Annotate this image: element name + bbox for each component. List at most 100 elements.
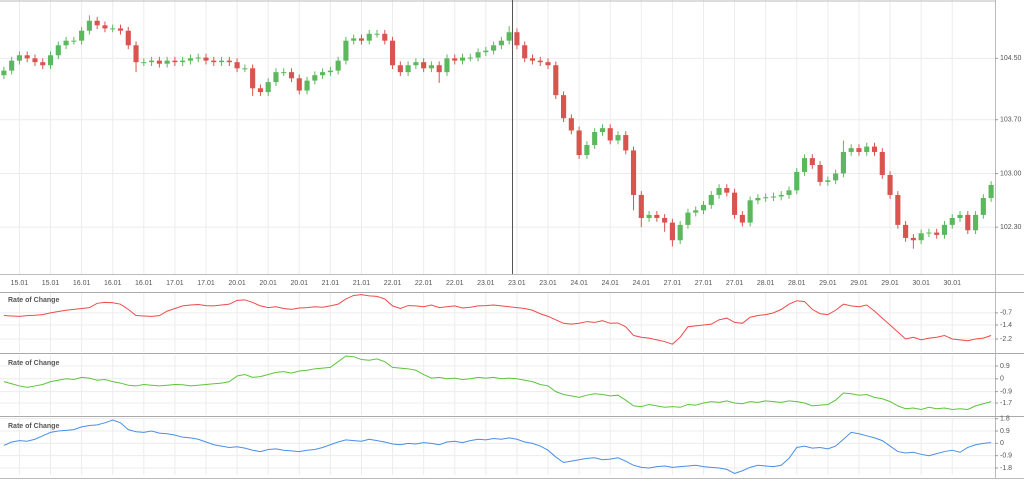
candle-body [125, 30, 131, 46]
y-tick-label: 102.30 [1000, 224, 1022, 231]
candle-body [537, 60, 543, 63]
candle-body [366, 33, 372, 41]
y-tick-label: -1.4 [1000, 322, 1012, 329]
candle-body [257, 88, 263, 93]
x-tick-label: 23.01 [508, 280, 526, 287]
candle-body [436, 65, 442, 73]
candle-body [879, 151, 885, 175]
candle-body [288, 72, 295, 79]
candle-body [724, 188, 730, 193]
candle-body [747, 200, 753, 223]
candle-body [94, 20, 100, 26]
candle-body [615, 135, 621, 141]
candle-body [825, 180, 831, 182]
candle-body [156, 60, 162, 64]
candle-body [351, 38, 357, 41]
pane-title: Rate of Change [8, 423, 59, 430]
candle-body [180, 60, 186, 63]
candle-body [32, 58, 38, 63]
candle-body [592, 132, 598, 146]
candle-body [584, 145, 590, 156]
candle-body [770, 196, 777, 198]
candle-body [358, 38, 365, 41]
candle-body [320, 72, 326, 76]
y-tick-label: -2.2 [1000, 336, 1012, 343]
candle-body [343, 40, 349, 61]
candle-body [63, 40, 69, 46]
candle-body [553, 65, 559, 96]
candle-body [755, 198, 761, 201]
candle-body [1, 70, 7, 76]
candle-body [926, 232, 932, 234]
candle-body [630, 150, 637, 195]
x-tick-label: 23.01 [477, 280, 495, 287]
x-tick-label: 20.01 [228, 280, 246, 287]
candle-body [700, 204, 707, 211]
x-tick-label: 15.01 [11, 280, 29, 287]
candle-body [47, 55, 54, 66]
candle-body [141, 62, 147, 64]
x-tick-label: 21.01 [322, 280, 340, 287]
candle-body [662, 217, 668, 223]
y-tick-label: 0.9 [1000, 363, 1010, 370]
y-tick-label: 0 [1000, 376, 1004, 383]
candle-body [250, 68, 256, 89]
candle-body [732, 192, 738, 215]
vertical-grid [0, 0, 995, 475]
candle-body [149, 60, 155, 63]
candle-body [413, 62, 419, 66]
candle-body [467, 57, 473, 59]
candle-body [786, 190, 792, 195]
candle-body [794, 171, 800, 191]
x-tick-label: 20.01 [259, 280, 277, 287]
x-tick-label: 27.01 [664, 280, 682, 287]
candle-body [421, 62, 427, 69]
candle-body [234, 62, 240, 69]
candle-body [934, 232, 940, 235]
candle-body [693, 210, 699, 213]
candle-body [529, 58, 536, 61]
candle-body [654, 214, 660, 218]
pane-title: Rate of Change [8, 360, 59, 367]
x-tick-label: 22.01 [415, 280, 433, 287]
candle-body [24, 55, 30, 59]
candle-body [623, 135, 629, 151]
candle-body [9, 60, 15, 71]
x-tick-label: 16.01 [104, 280, 122, 287]
x-tick-label: 22.01 [384, 280, 402, 287]
marks: 15.01 15.01 16.01 16.01 16.01 17.01 17.01 20.01… [1, 15, 1022, 475]
candle-body [801, 158, 808, 172]
candle-body [382, 33, 388, 41]
candle-body [646, 214, 652, 218]
candle-body [211, 60, 217, 63]
candle-body [669, 222, 675, 241]
candle-body [576, 130, 582, 156]
candle-body [607, 128, 613, 141]
candle-body [86, 20, 92, 31]
candle-body [172, 60, 178, 63]
candle-body [716, 188, 722, 195]
roc-line [3, 294, 992, 345]
candle-body [195, 57, 201, 59]
candle-body [203, 57, 209, 61]
y-tick-label: 0 [1000, 440, 1004, 447]
y-tick-label: -0.9 [1000, 453, 1012, 460]
candle-body [452, 58, 458, 61]
candle-body [887, 174, 893, 195]
x-tick-label: 16.01 [135, 280, 153, 287]
candle-body [265, 82, 271, 93]
candle-body [273, 72, 279, 83]
candle-body [397, 65, 403, 73]
x-tick-label: 24.01 [633, 280, 651, 287]
y-tick-label: 0.9 [1000, 428, 1010, 435]
candle-body [864, 146, 870, 152]
x-tick-label: 20.01 [291, 280, 309, 287]
candle-body [871, 146, 878, 152]
x-tick-label: 24.01 [601, 280, 619, 287]
candle-body [903, 224, 909, 238]
candle-body [949, 217, 955, 225]
candle-body [55, 45, 61, 56]
candle-body [833, 173, 839, 181]
x-tick-label: 21.01 [353, 280, 371, 287]
candle-body [599, 128, 606, 133]
